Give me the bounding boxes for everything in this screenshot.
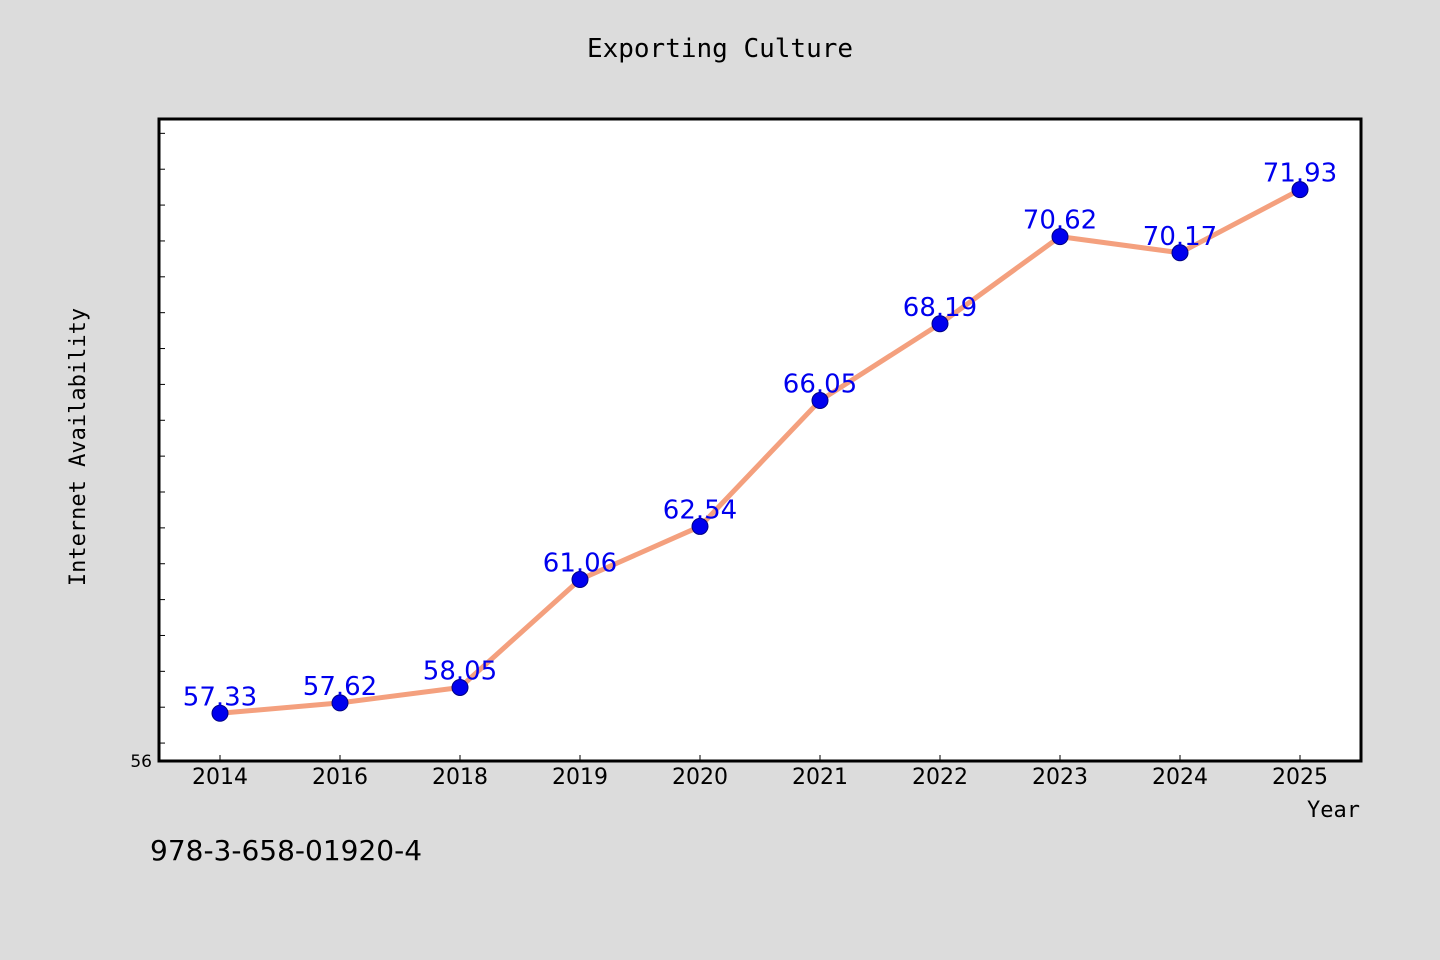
x-tick-label: 2016 (312, 765, 368, 790)
x-tick-label: 2019 (552, 765, 608, 790)
data-point (1291, 181, 1309, 199)
plot-area (159, 119, 1361, 761)
data-point (211, 704, 229, 722)
data-label: 61.06 (543, 549, 617, 579)
y-tick-label: 56 (130, 752, 152, 772)
data-point (691, 517, 709, 535)
series-points (211, 181, 1309, 722)
x-axis-ticks: 2014 2016 2018 2019 2020 2021 2022 2023 2024 2025 (192, 755, 1328, 790)
data-label: 58.05 (423, 656, 497, 686)
data-label: 66.05 (783, 370, 857, 400)
x-tick-label: 2021 (792, 765, 848, 790)
data-label: 70.17 (1143, 222, 1217, 252)
data-point (811, 392, 829, 410)
data-point (931, 315, 949, 333)
data-point (451, 678, 469, 696)
data-label: 62.54 (663, 495, 737, 525)
x-tick-label: 2022 (912, 765, 968, 790)
x-tick-label: 2014 (192, 765, 248, 790)
footer-code: 978-3-658-01920-4 (150, 834, 423, 867)
series-line (217, 187, 1303, 716)
data-label: 70.62 (1023, 206, 1097, 236)
x-tick-label: 2024 (1152, 765, 1208, 790)
data-point (1051, 228, 1069, 246)
data-label: 57.33 (183, 682, 257, 712)
data-point (571, 571, 589, 589)
x-tick-label: 2025 (1272, 765, 1328, 790)
x-axis-label: Year (1307, 798, 1360, 823)
y-axis-label: Internet Availability (66, 308, 91, 586)
x-tick-label: 2018 (432, 765, 488, 790)
data-label: 68.19 (903, 293, 977, 323)
x-tick-label: 2020 (672, 765, 728, 790)
chart-title: Exporting Culture (586, 34, 854, 64)
data-point (1171, 244, 1189, 262)
x-tick-label: 2023 (1032, 765, 1088, 790)
data-label: 57.62 (303, 672, 377, 702)
data-label: 71.93 (1263, 159, 1337, 189)
plot-frame (157, 117, 1363, 763)
series-lines (217, 187, 1303, 716)
data-labels: 57.33 57.62 58.05 61.06 62.54 66.05 68.19 70.62… (183, 159, 1337, 713)
data-point (331, 694, 349, 712)
